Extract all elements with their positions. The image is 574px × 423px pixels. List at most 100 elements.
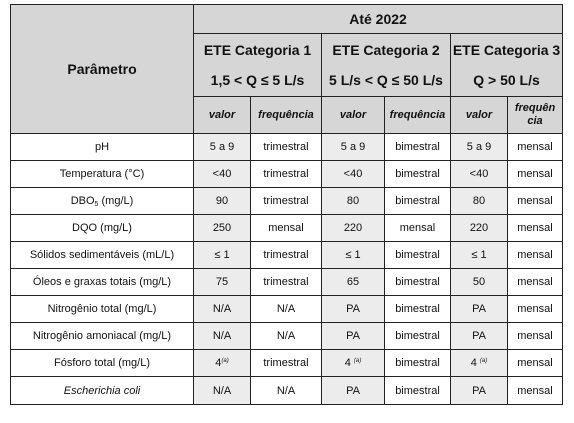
- value-cell: 75: [193, 268, 251, 296]
- frequency-cell: N/A: [250, 322, 322, 350]
- frequency-cell: trimestral: [250, 187, 322, 215]
- frequency-cell: bimestral: [384, 241, 451, 269]
- value-cell: 4 (a): [321, 349, 385, 377]
- table-row: Nitrogênio total (mg/L) N/A N/A PA bimes…: [10, 295, 563, 323]
- category-2-name: ETE Categoria 2: [332, 42, 440, 58]
- category-3-range: Q > 50 L/s: [473, 72, 540, 88]
- value-cell: 250: [193, 214, 251, 242]
- param-subscript: 5: [94, 200, 99, 208]
- frequency-cell: trimestral: [250, 268, 322, 296]
- frequency-cell: N/A: [250, 376, 322, 405]
- frequency-cell: bimestral: [384, 160, 451, 188]
- value-cell: 80: [450, 187, 508, 215]
- frequency-cell: trimestral: [250, 160, 322, 188]
- value-cell: 80: [321, 187, 385, 215]
- category-1-header: ETE Categoria 1 1,5 < Q ≤ 5 L/s: [193, 33, 322, 97]
- frequencia-header-wrapped: frequên cia: [507, 96, 563, 134]
- frequency-cell: bimestral: [384, 349, 451, 377]
- frequency-cell: trimestral: [250, 349, 322, 377]
- parameter-cell: DBO5 (mg/L): [10, 187, 194, 215]
- frequency-cell: mensal: [507, 187, 563, 215]
- parameter-cell: Óleos e graxas totais (mg/L): [10, 268, 194, 296]
- table-row: Nitrogênio amoniacal (mg/L) N/A N/A PA b…: [10, 322, 563, 350]
- table-row: DQO (mg/L) 250 mensal 220 mensal 220 men…: [10, 214, 563, 242]
- frequency-cell: mensal: [507, 268, 563, 296]
- value-text: 4: [470, 357, 480, 369]
- frequency-cell: bimestral: [384, 376, 451, 405]
- value-cell: N/A: [193, 295, 251, 323]
- frequency-cell: bimestral: [384, 295, 451, 323]
- frequency-cell: mensal: [507, 133, 563, 161]
- footnote-marker: (a): [479, 358, 488, 364]
- frequency-cell: trimestral: [250, 241, 322, 269]
- value-cell: 4(a): [193, 349, 251, 377]
- value-text: 4: [344, 357, 354, 369]
- value-cell: PA: [450, 376, 508, 405]
- value-cell: ≤ 1: [193, 241, 251, 269]
- frequency-cell: mensal: [507, 295, 563, 323]
- frequency-cell: bimestral: [384, 133, 451, 161]
- table-row: Sólidos sedimentáveis (mL/L) ≤ 1 trimest…: [10, 241, 563, 269]
- value-cell: N/A: [193, 376, 251, 405]
- parameters-table: Parâmetro Até 2022 ETE Categoria 1 1,5 <…: [10, 4, 563, 405]
- value-cell: N/A: [193, 322, 251, 350]
- parameter-cell: Nitrogênio amoniacal (mg/L): [10, 322, 194, 350]
- value-cell: 65: [321, 268, 385, 296]
- table-row: Temperatura (°C) <40 trimestral <40 bime…: [10, 160, 563, 188]
- param-name: DBO: [70, 194, 95, 207]
- parameter-cell: Escherichia coli: [10, 376, 194, 405]
- frequency-cell: mensal: [507, 322, 563, 350]
- frequencia-part-a: frequên: [514, 102, 556, 114]
- value-cell: 5 a 9: [321, 133, 385, 161]
- value-cell: <40: [321, 160, 385, 188]
- parameter-cell: Fósforo total (mg/L): [10, 349, 194, 377]
- frequency-cell: bimestral: [384, 268, 451, 296]
- value-text: 4: [215, 357, 222, 369]
- frequency-cell: bimestral: [384, 322, 451, 350]
- value-cell: 220: [450, 214, 508, 242]
- frequency-cell: mensal: [507, 241, 563, 269]
- footnote-marker: (a): [221, 358, 229, 364]
- category-3-header: ETE Categoria 3 Q > 50 L/s: [450, 33, 563, 97]
- valor-header: valor: [193, 96, 251, 134]
- value-cell: PA: [321, 295, 385, 323]
- value-cell: 5 a 9: [450, 133, 508, 161]
- frequencia-header: frequência: [384, 96, 451, 134]
- value-cell: ≤ 1: [450, 241, 508, 269]
- value-cell: 4 (a): [450, 349, 508, 377]
- parameter-cell: Sólidos sedimentáveis (mL/L): [10, 241, 194, 269]
- frequency-cell: trimestral: [250, 133, 322, 161]
- frequencia-header: frequência: [250, 96, 322, 134]
- parameter-cell: DQO (mg/L): [10, 214, 194, 242]
- frequency-cell: bimestral: [384, 187, 451, 215]
- frequency-cell: mensal: [507, 349, 563, 377]
- category-1-name: ETE Categoria 1: [203, 42, 312, 58]
- table-row: pH 5 a 9 trimestral 5 a 9 bimestral 5 a …: [10, 133, 563, 161]
- frequency-cell: mensal: [507, 214, 563, 242]
- frequency-cell: mensal: [507, 376, 563, 405]
- table-row: DBO5 (mg/L) 90 trimestral 80 bimestral 8…: [10, 187, 563, 215]
- parametro-header: Parâmetro: [10, 4, 194, 134]
- value-cell: 90: [193, 187, 251, 215]
- valor-header: valor: [321, 96, 385, 134]
- table-row: Óleos e graxas totais (mg/L) 75 trimestr…: [10, 268, 563, 296]
- parameter-cell: Nitrogênio total (mg/L): [10, 295, 194, 323]
- category-1-range: 1,5 < Q ≤ 5 L/s: [210, 72, 305, 88]
- value-cell: <40: [193, 160, 251, 188]
- param-unit: (mg/L): [98, 194, 134, 207]
- frequencia-part-b: cia: [527, 115, 543, 127]
- frequency-cell: mensal: [384, 214, 451, 242]
- value-cell: 5 a 9: [193, 133, 251, 161]
- value-cell: PA: [321, 376, 385, 405]
- valor-header: valor: [450, 96, 508, 134]
- period-header: Até 2022: [193, 4, 563, 34]
- table-row: Escherichia coli N/A N/A PA bimestral PA…: [10, 376, 563, 405]
- parameter-cell: pH: [10, 133, 194, 161]
- value-cell: ≤ 1: [321, 241, 385, 269]
- value-cell: <40: [450, 160, 508, 188]
- category-3-name: ETE Categoria 3: [452, 42, 561, 58]
- value-cell: PA: [321, 322, 385, 350]
- category-2-header: ETE Categoria 2 5 L/s < Q ≤ 50 L/s: [321, 33, 451, 97]
- value-cell: PA: [450, 295, 508, 323]
- frequency-cell: mensal: [250, 214, 322, 242]
